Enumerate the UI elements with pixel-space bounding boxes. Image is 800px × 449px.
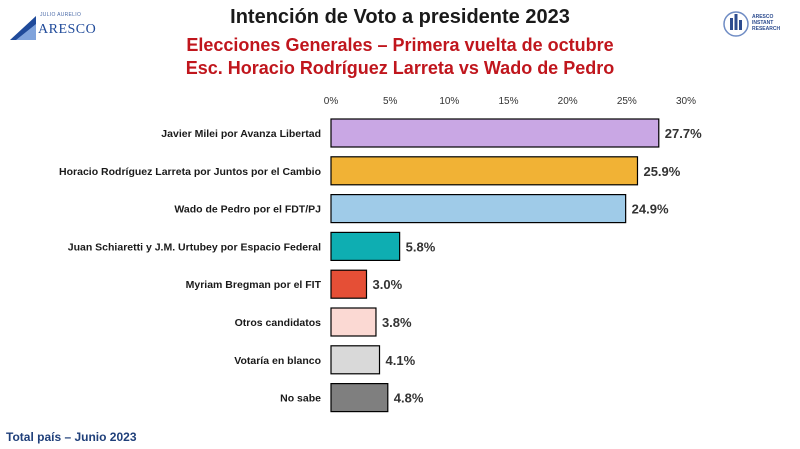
logo-name: ARESCO — [38, 22, 97, 37]
chart-title: Intención de Voto a presidente 2023 — [230, 6, 570, 28]
footer-note: Total país – Junio 2023 — [6, 430, 137, 444]
x-tick-label: 15% — [498, 96, 518, 107]
data-label: 5.8% — [406, 239, 436, 254]
logo-right-text-3: RESEARCH — [752, 26, 781, 32]
bar — [330, 307, 377, 337]
bar — [330, 345, 381, 375]
data-label: 27.7% — [665, 126, 702, 141]
x-tick-label: 0% — [324, 96, 339, 107]
chart-subtitle-1: Elecciones Generales – Primera vuelta de… — [186, 35, 614, 55]
aresco-instant-research-logo: ARESCO INSTANT RESEARCH — [722, 6, 794, 46]
chart-subtitle-2: Esc. Horacio Rodríguez Larreta vs Wado d… — [185, 58, 615, 78]
category-label: No sabe — [280, 393, 321, 405]
data-label: 3.8% — [382, 315, 412, 330]
data-label: 24.9% — [632, 202, 669, 217]
research-emblem-icon — [723, 11, 749, 37]
bar — [330, 193, 627, 224]
x-tick-label: 30% — [676, 96, 696, 107]
category-label: Myriam Bregman por el FIT — [186, 279, 322, 291]
category-label: Horacio Rodríguez Larreta por Juntos por… — [59, 166, 321, 178]
category-label: Wado de Pedro por el FDT/PJ — [174, 204, 321, 216]
bar — [330, 118, 660, 148]
triangle-logo-icon — [10, 16, 36, 40]
category-label: Juan Schiaretti y J.M. Urtubey por Espac… — [68, 241, 321, 253]
horizontal-bar-chart: 0% 5% 10% 15% 20% 25% 30% Javier Milei por Avan… — [59, 96, 702, 413]
logo-right-text-2: INSTANT — [752, 20, 774, 26]
bar — [330, 231, 401, 261]
category-label: Votaría en blanco — [234, 355, 321, 367]
bar — [330, 383, 389, 413]
bar — [330, 269, 368, 299]
data-label: 4.8% — [394, 391, 424, 406]
x-tick-label: 5% — [383, 96, 398, 107]
category-label: Javier Milei por Avanza Libertad — [161, 128, 321, 140]
logo-right-text-1: ARESCO — [752, 14, 774, 20]
bar — [330, 156, 639, 186]
x-tick-label: 20% — [558, 96, 578, 107]
category-label: Otros candidatos — [235, 317, 322, 329]
logo-small-text: JULIO AURELIO — [40, 12, 82, 18]
data-label: 25.9% — [643, 164, 680, 179]
aresco-logo: JULIO AURELIO ARESCO — [8, 10, 96, 44]
x-tick-label: 10% — [439, 96, 459, 107]
data-label: 3.0% — [373, 277, 403, 292]
data-label: 4.1% — [386, 353, 416, 368]
x-tick-label: 25% — [617, 96, 637, 107]
